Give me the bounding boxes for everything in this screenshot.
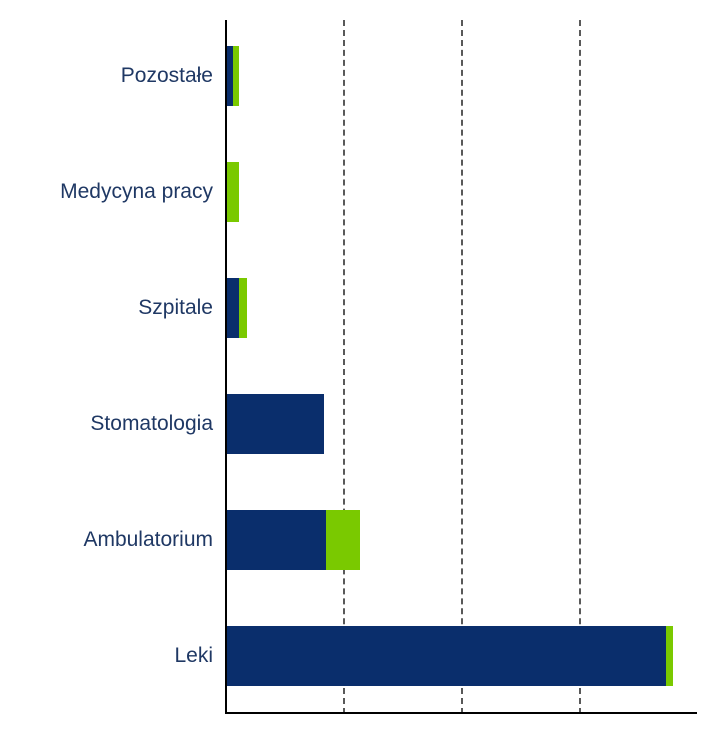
bar-row: Szpitale [225,278,697,338]
category-label: Medycyna pracy [60,180,225,204]
bar-row: Pozostałe [225,46,697,106]
x-axis [225,712,697,714]
category-label: Pozostałe [121,64,225,88]
gridline [343,20,345,714]
bar-segment [239,278,247,338]
bar-segment [225,394,324,454]
gridline [461,20,463,714]
bar-segment [326,510,359,570]
category-label: Leki [174,644,225,668]
bar-segment [225,626,666,686]
bar-row: Ambulatorium [225,510,697,570]
bar-segment [226,162,239,222]
bar-segment [666,626,673,686]
category-label: Stomatologia [90,412,225,436]
category-label: Szpitale [138,296,225,320]
bar-segment [225,510,326,570]
plot-area: Leki Ambulatorium Stomatologia Szpitale Medy… [225,20,697,714]
gridline [579,20,581,714]
bar-segment [225,278,239,338]
category-label: Ambulatorium [83,528,225,552]
bar-row: Leki [225,626,697,686]
stacked-horizontal-bar-chart: Leki Ambulatorium Stomatologia Szpitale Medy… [0,0,711,732]
bar-row: Medycyna pracy [225,162,697,222]
bar-row: Stomatologia [225,394,697,454]
y-axis [225,20,227,714]
bar-segment [233,46,239,106]
